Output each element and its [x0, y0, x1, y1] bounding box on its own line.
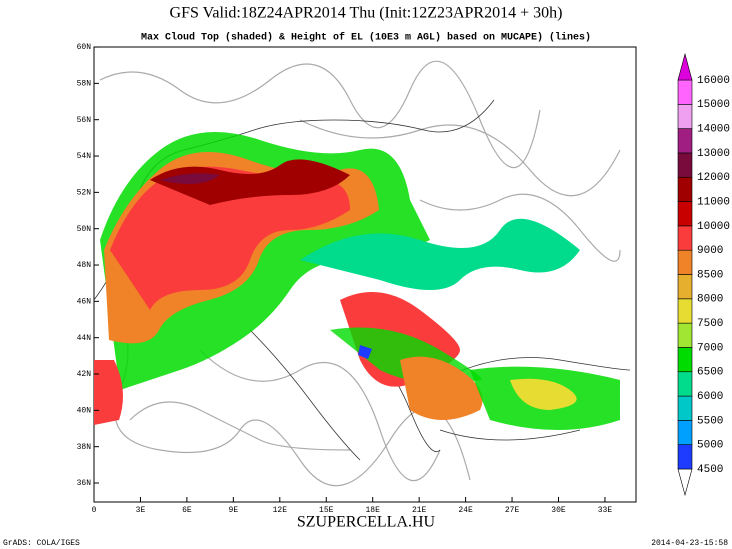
- timestamp: 2014-04-23-15:58: [651, 539, 728, 548]
- colorbar-label: 5500: [697, 415, 723, 427]
- lon-label: 0: [92, 506, 97, 515]
- field: [160, 173, 220, 184]
- field: [510, 378, 577, 410]
- lat-label: 48N: [77, 261, 92, 270]
- colorbar-label: 5000: [697, 440, 723, 452]
- colorbar-band: [677, 128, 693, 154]
- colorbar-band: [677, 176, 693, 202]
- subtitle: Max Cloud Top (shaded) & Height of EL (1…: [141, 32, 591, 44]
- colorbar-label: 14000: [697, 124, 730, 136]
- field: [300, 218, 580, 290]
- lat-label: 42N: [77, 370, 92, 379]
- field: [400, 356, 483, 420]
- colorbar-label: 4500: [697, 464, 723, 476]
- colorbar-band: [677, 152, 693, 178]
- field: [150, 159, 350, 205]
- colorbar-band: [677, 444, 693, 470]
- colorbar-band: [677, 79, 693, 105]
- colorbar-label: 7500: [697, 318, 723, 330]
- field: [94, 360, 123, 425]
- colorbar-label: 15000: [697, 99, 730, 111]
- colorbar-label: 6500: [697, 367, 723, 379]
- coast: [249, 329, 361, 461]
- colorbar-label: 10000: [697, 221, 730, 233]
- colorbar-label: 7000: [697, 342, 723, 354]
- colorbar-end: [677, 468, 693, 497]
- lon-label: 6E: [182, 506, 192, 515]
- colorbar-label: 13000: [697, 148, 730, 160]
- lat-label: 38N: [77, 443, 92, 452]
- lon-label: 9E: [229, 506, 239, 515]
- lon-label: 33E: [598, 506, 613, 515]
- colorbar-label: 12000: [697, 172, 730, 184]
- colorbar-band: [677, 104, 693, 129]
- lat-label: 56N: [77, 116, 92, 125]
- credit: GrADS: COLA/IGES: [3, 539, 80, 548]
- lat-label: 50N: [77, 225, 92, 234]
- lat-label: 52N: [77, 188, 92, 197]
- cloud-fields: [94, 132, 620, 430]
- lon-axis: 0 3E 6E 9E 12E 15E 18E 21E 24E 27E 30E 33E: [92, 497, 613, 515]
- lat-label: 58N: [77, 79, 92, 88]
- colorbar-band: [677, 371, 693, 397]
- lat-label: 44N: [77, 334, 92, 343]
- lat-label: 60N: [77, 43, 92, 52]
- colorbar-band: [677, 274, 693, 300]
- colorbar-label: 11000: [697, 196, 730, 208]
- colorbar-band: [677, 420, 693, 445]
- colorbar-band: [677, 225, 693, 251]
- lon-label: 15E: [319, 506, 334, 515]
- field: [358, 345, 372, 359]
- title: GFS Valid:18Z24APR2014 Thu (Init:12Z23AP…: [170, 5, 563, 22]
- colorbar-band: [677, 249, 693, 275]
- contour: [199, 349, 441, 482]
- colorbar-band: [677, 347, 693, 373]
- colorbar-label: 16000: [697, 75, 730, 87]
- site-label: SZUPERCELLA.HU: [297, 514, 436, 531]
- colorbar: 4500 5000 5500 6000 6500 7000 7500 8000 8500 9000…: [677, 52, 730, 497]
- coast: [439, 429, 581, 441]
- lat-label: 54N: [77, 152, 92, 161]
- lon-label: 18E: [365, 506, 380, 515]
- lon-label: 24E: [458, 506, 473, 515]
- lat-label: 46N: [77, 297, 92, 306]
- field: [110, 166, 350, 310]
- lon-label: 21E: [412, 506, 427, 515]
- colorbar-label: 8000: [697, 294, 723, 306]
- lat-label: 36N: [77, 479, 92, 488]
- contour: [299, 119, 621, 197]
- colorbar-band: [677, 395, 693, 421]
- colorbar-band: [677, 201, 693, 227]
- lon-label: 30E: [551, 506, 566, 515]
- colorbar-label: 8500: [697, 269, 723, 281]
- map: 36N38N40N42N44N46N48N50N52N54N56N58N60N …: [77, 43, 637, 515]
- colorbar-band: [677, 298, 693, 324]
- contour: [99, 60, 541, 169]
- lon-label: 12E: [273, 506, 288, 515]
- lat-label: 40N: [77, 406, 92, 415]
- colorbar-label: 6000: [697, 391, 723, 403]
- contour: [419, 193, 621, 262]
- lon-label: 27E: [505, 506, 520, 515]
- lat-axis: 36N 38N 40N 42N 44N 46N 48N 50N 52N 54N 56N 58N 60N: [77, 43, 99, 488]
- colorbar-band: [677, 322, 693, 348]
- colorbar-end: [677, 52, 693, 81]
- coast: [439, 357, 631, 381]
- contour: [129, 401, 351, 451]
- colorbar-label: 9000: [697, 245, 723, 257]
- lon-label: 3E: [136, 506, 146, 515]
